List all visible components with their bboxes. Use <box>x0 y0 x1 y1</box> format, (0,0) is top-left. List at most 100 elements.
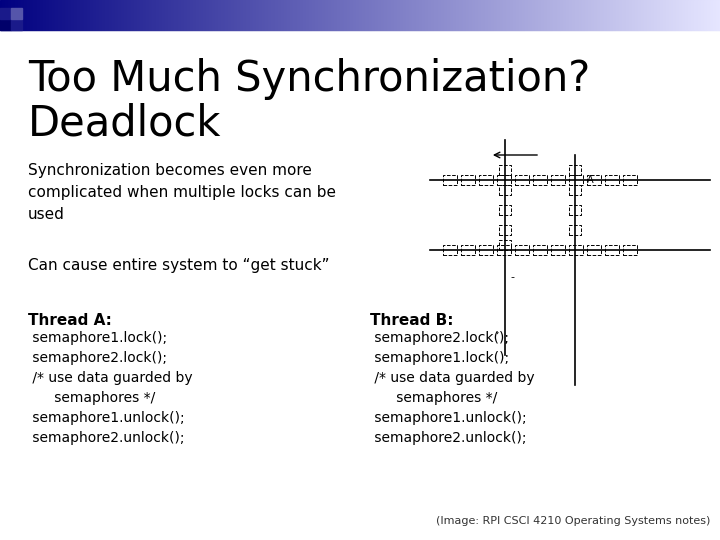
Bar <box>45 0 46 30</box>
Bar <box>487 0 488 30</box>
Bar <box>587 175 601 185</box>
Bar <box>462 0 463 30</box>
Bar <box>38 0 39 30</box>
Bar <box>274 0 275 30</box>
Bar <box>579 0 580 30</box>
Bar <box>287 0 288 30</box>
Bar <box>534 0 535 30</box>
Bar <box>680 0 681 30</box>
Bar <box>178 0 179 30</box>
Bar <box>283 0 284 30</box>
Bar <box>275 0 276 30</box>
Bar <box>229 0 230 30</box>
Bar <box>499 240 511 250</box>
Bar <box>666 0 667 30</box>
Bar <box>149 0 150 30</box>
Bar <box>661 0 662 30</box>
Bar <box>253 0 254 30</box>
Bar <box>98 0 99 30</box>
Bar <box>196 0 197 30</box>
Bar <box>631 0 632 30</box>
Bar <box>388 0 389 30</box>
Bar <box>152 0 153 30</box>
Bar <box>378 0 379 30</box>
Bar <box>376 0 377 30</box>
Bar <box>647 0 648 30</box>
Bar <box>258 0 259 30</box>
Bar <box>628 0 629 30</box>
Bar <box>127 0 128 30</box>
Bar <box>366 0 367 30</box>
Bar <box>133 0 134 30</box>
Bar <box>307 0 308 30</box>
Bar <box>96 0 97 30</box>
Bar <box>393 0 394 30</box>
Bar <box>233 0 234 30</box>
Bar <box>303 0 304 30</box>
Bar <box>692 0 693 30</box>
Bar <box>617 0 618 30</box>
Bar <box>150 0 151 30</box>
Bar <box>88 0 89 30</box>
Bar <box>162 0 163 30</box>
Bar <box>430 0 431 30</box>
Bar <box>58 0 59 30</box>
Bar <box>207 0 208 30</box>
Bar <box>451 0 452 30</box>
Bar <box>66 0 67 30</box>
Bar <box>123 0 124 30</box>
Bar <box>147 0 148 30</box>
Bar <box>655 0 656 30</box>
Bar <box>582 0 583 30</box>
Bar <box>135 0 136 30</box>
Bar <box>573 0 574 30</box>
Bar <box>181 0 182 30</box>
Bar <box>436 0 437 30</box>
Bar <box>116 0 117 30</box>
Bar <box>90 0 91 30</box>
Bar <box>164 0 165 30</box>
Bar <box>521 0 522 30</box>
Bar <box>80 0 81 30</box>
Bar <box>563 0 564 30</box>
Bar <box>639 0 640 30</box>
Bar <box>370 0 371 30</box>
Bar <box>429 0 430 30</box>
Bar <box>672 0 673 30</box>
Bar <box>25 0 26 30</box>
Bar <box>435 0 436 30</box>
Bar <box>605 175 619 185</box>
Bar <box>105 0 106 30</box>
Bar <box>20 0 21 30</box>
Bar <box>482 0 483 30</box>
Bar <box>457 0 458 30</box>
Bar <box>360 0 361 30</box>
Bar <box>97 0 98 30</box>
Bar <box>313 0 314 30</box>
Bar <box>403 0 404 30</box>
Bar <box>439 0 440 30</box>
Bar <box>518 0 519 30</box>
Bar <box>715 0 716 30</box>
Bar <box>2 0 3 30</box>
Bar <box>566 0 567 30</box>
Bar <box>165 0 166 30</box>
Bar <box>492 0 493 30</box>
Bar <box>616 0 617 30</box>
Bar <box>682 0 683 30</box>
Bar <box>497 0 498 30</box>
Bar <box>442 0 443 30</box>
Bar <box>591 0 592 30</box>
Bar <box>411 0 412 30</box>
Bar <box>244 0 245 30</box>
Bar <box>456 0 457 30</box>
Bar <box>671 0 672 30</box>
Bar <box>171 0 172 30</box>
Bar <box>415 0 416 30</box>
Bar <box>668 0 669 30</box>
Bar <box>590 0 591 30</box>
Bar <box>386 0 387 30</box>
Bar <box>463 0 464 30</box>
Bar <box>459 0 460 30</box>
Bar <box>7 0 8 30</box>
